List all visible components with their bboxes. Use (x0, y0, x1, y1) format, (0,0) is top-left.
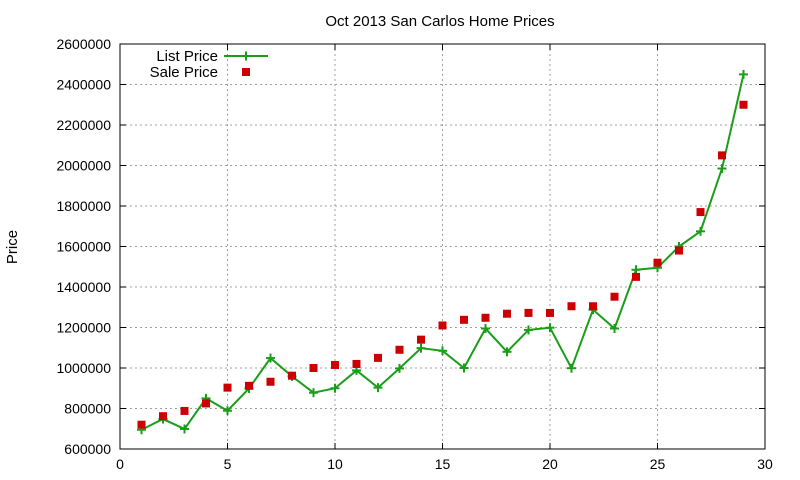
sale-price-point (460, 315, 468, 324)
sale-price-point (503, 309, 511, 318)
x-tick-label: 30 (757, 456, 773, 472)
list-price-point (739, 69, 748, 79)
sale-price-point (653, 258, 662, 267)
sale-price-point (524, 308, 533, 317)
sale-price-point (137, 420, 146, 429)
sale-price-legend-marker (242, 68, 250, 76)
list-price-point (481, 324, 490, 334)
y-tick-label: 1800000 (56, 198, 111, 214)
sale-price-point (159, 412, 167, 421)
y-tick-label: 1600000 (56, 239, 111, 255)
sale-price-point (180, 406, 189, 415)
list-price-point (180, 424, 189, 434)
list-price-point (416, 343, 426, 353)
list-price-point (266, 353, 275, 363)
sale-price-point (374, 353, 382, 362)
y-tick-label: 2600000 (56, 36, 111, 52)
sale-price-legend-label: Sale Price (150, 64, 218, 81)
y-tick-label: 600000 (64, 441, 111, 457)
list-price-series (137, 69, 748, 435)
list-price-point (717, 164, 727, 174)
list-price-point (631, 265, 641, 275)
sale-price-point (567, 302, 576, 311)
sale-price-point (288, 371, 296, 380)
sale-price-point (739, 100, 748, 109)
list-price-point (223, 406, 232, 416)
sale-price-point (395, 345, 404, 354)
sale-price-point (610, 292, 619, 301)
list-price-point (502, 347, 512, 357)
sale-price-point (675, 246, 683, 255)
x-tick-label: 20 (542, 456, 558, 472)
list-price-legend-label: List Price (156, 48, 218, 65)
list-price-point (309, 388, 318, 398)
sale-price-point (223, 383, 232, 392)
sale-price-point (202, 399, 210, 408)
list-price-point (438, 346, 447, 356)
x-tick-label: 0 (116, 456, 124, 472)
sale-price-point (546, 308, 554, 317)
y-tick-label: 1200000 (56, 320, 111, 336)
y-tick-label: 800000 (64, 401, 111, 417)
x-tick-label: 10 (327, 456, 343, 472)
sale-price-point (331, 360, 339, 369)
list-price-point (330, 383, 340, 393)
sale-price-point (696, 208, 705, 217)
list-price-legend-marker (241, 51, 251, 61)
sale-price-series (137, 100, 748, 429)
sale-price-point (632, 272, 640, 281)
list-price-point (610, 324, 619, 334)
axes: 0 5 10 15 20 25 30 600000 800000 1000000 1200000 14… (56, 36, 773, 472)
list-price-point (696, 226, 705, 236)
y-tick-label: 2400000 (56, 77, 111, 93)
sale-price-point (309, 364, 318, 372)
list-price-point (524, 325, 533, 335)
sale-price-point (352, 359, 361, 368)
list-price-point (373, 383, 383, 393)
y-axis-label: Price (4, 230, 21, 264)
x-tick-label: 25 (650, 456, 666, 472)
series-layer (137, 69, 748, 435)
y-tick-label: 1400000 (56, 279, 111, 295)
sale-price-point (481, 313, 490, 322)
list-price-point (567, 363, 576, 373)
sale-price-point (266, 377, 275, 386)
x-tick-label: 15 (435, 456, 451, 472)
chart-title: Oct 2013 San Carlos Home Prices (325, 13, 554, 30)
grid (120, 44, 765, 449)
y-tick-label: 1000000 (56, 360, 111, 376)
list-price-point (395, 363, 404, 373)
sale-price-point (245, 381, 253, 390)
sale-price-point (438, 321, 447, 330)
y-tick-label: 2000000 (56, 158, 111, 174)
sale-price-point (589, 302, 597, 311)
list-price-point (545, 323, 555, 333)
y-tick-label: 2200000 (56, 117, 111, 133)
sale-price-point (417, 335, 425, 344)
x-tick-label: 5 (224, 456, 232, 472)
list-price-line (141, 74, 745, 431)
sale-price-point (718, 151, 726, 160)
list-price-point (459, 363, 469, 373)
